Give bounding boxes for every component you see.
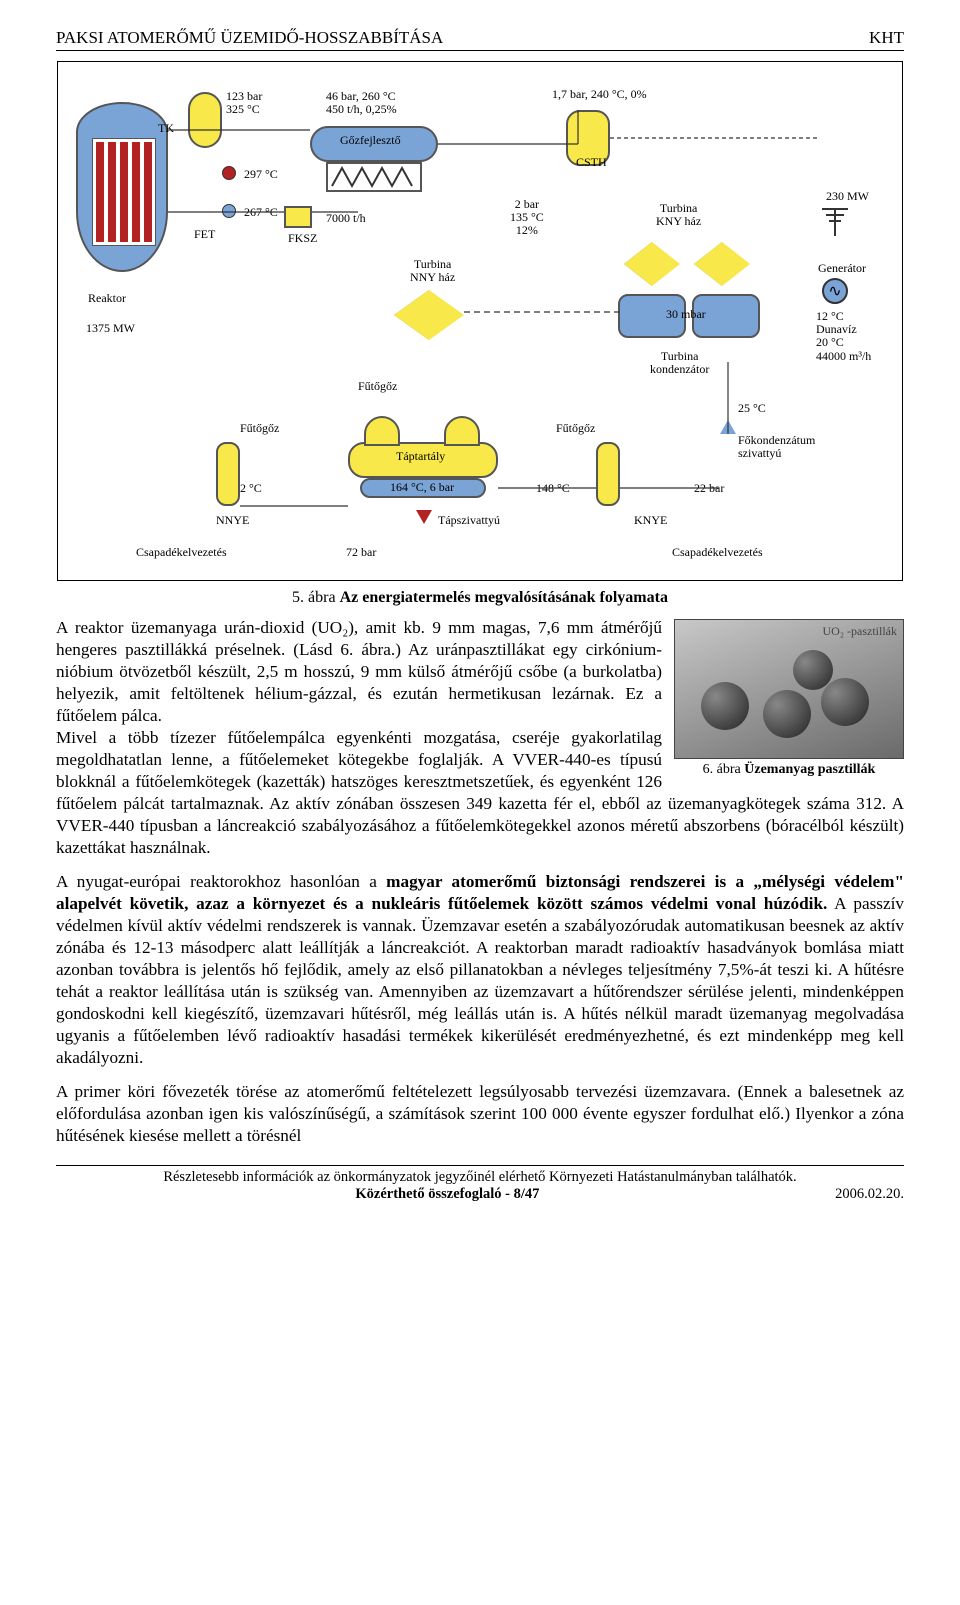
pellet-shape [763,690,811,738]
cap6-prefix: 6. ábra [703,762,745,777]
header-left: PAKSI ATOMERŐMŰ ÜZEMIDŐ-HOSSZABBÍTÁSA [56,28,443,48]
page-footer: Részletesebb információk az önkormányzat… [56,1165,904,1203]
figure5-caption: 5. ábra Az energiatermelés megvalósításá… [56,589,904,607]
figure6-inset: UO₂ -pasztillák 6. ábra Üzemanyag paszti… [674,619,904,778]
cap5-title: Az energiatermelés megvalósításának foly… [340,589,668,606]
para2: A nyugat-európai reaktorokhoz hasonlóan … [56,871,904,1069]
footer-left: Közérthető összefoglaló - 8/47 [355,1186,539,1203]
piping [58,62,904,582]
page-header: PAKSI ATOMERŐMŰ ÜZEMIDŐ-HOSSZABBÍTÁSA KH… [56,28,904,51]
process-diagram: Reaktor 1375 MW TK 123 bar 325 °C 46 bar… [57,61,903,581]
cap5-prefix: 5. ábra [292,589,340,606]
pellets-label: UO₂ -pasztillák [823,624,898,639]
text-block-1: UO₂ -pasztillák 6. ábra Üzemanyag paszti… [56,617,904,859]
pellet-shape [701,682,749,730]
footer-note: Részletesebb információk az önkormányzat… [56,1169,904,1186]
footer-right: 2006.02.20. [835,1186,904,1203]
pellets-image: UO₂ -pasztillák [674,619,904,759]
pellet-shape [793,650,833,690]
cap6-title: Üzemanyag pasztillák [744,762,875,777]
para3: A primer köri fővezeték törése az atomer… [56,1081,904,1147]
figure6-caption: 6. ábra Üzemanyag pasztillák [674,762,904,778]
header-right: KHT [869,28,904,48]
pellet-shape [821,678,869,726]
